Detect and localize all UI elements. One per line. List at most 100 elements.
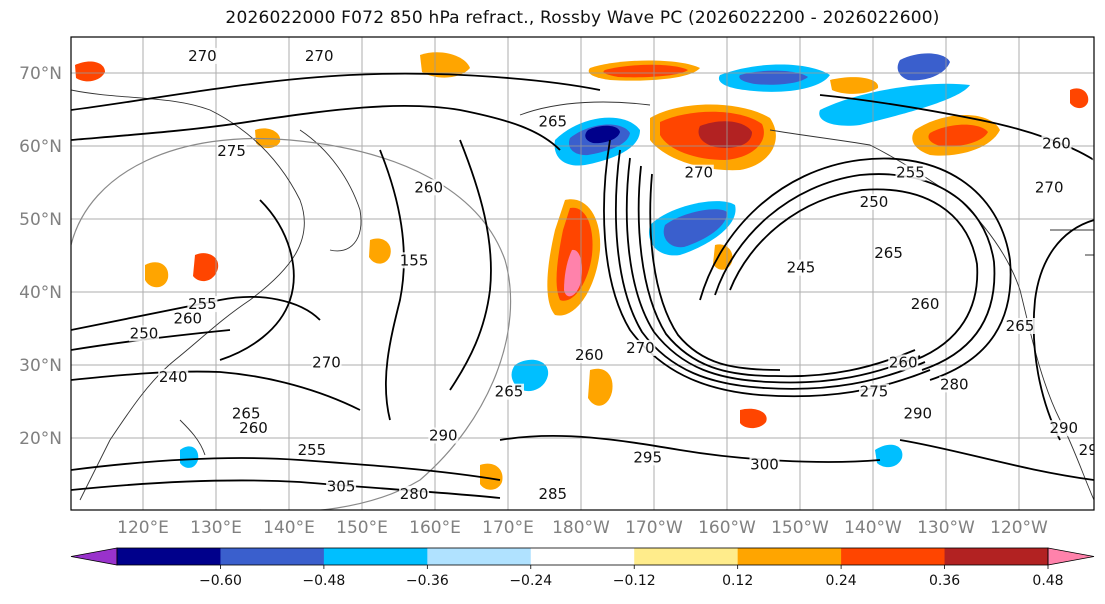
lon-label-140e: 140°E: [263, 518, 315, 538]
contour-label: 290: [429, 427, 458, 445]
longitude-labels: 120°E 130°E 140°E 150°E 160°E 170°E 180°…: [117, 518, 1048, 538]
contour-label-bg: [296, 442, 327, 459]
contour-label: 260: [414, 178, 443, 196]
contour-label: 245: [787, 259, 816, 277]
colorbar-tick-label: −0.36: [406, 573, 449, 589]
positive-anomaly-patch: [830, 77, 879, 94]
positive-anomaly-patch: [564, 249, 583, 297]
negative-anomaly-patch: [180, 446, 199, 468]
lon-label-150e: 150°E: [336, 518, 388, 538]
lat-label-70n: 70°N: [19, 64, 62, 84]
contour-label: 280: [940, 375, 969, 393]
contour-label: 255: [896, 164, 925, 182]
contour-label-bg: [413, 179, 444, 196]
contour-label: 300: [750, 456, 779, 474]
contour-label-bg: [1092, 150, 1094, 167]
contour-label-bg: [574, 347, 605, 364]
lat-label-30n: 30°N: [19, 356, 62, 376]
contour-label-bg: [172, 310, 203, 327]
negative-anomaly-patch: [897, 53, 950, 81]
lon-label-170e: 170°E: [482, 518, 534, 538]
lon-label-130e: 130°E: [190, 518, 242, 538]
lon-label-160e: 160°E: [409, 518, 461, 538]
contour-label: 290: [1079, 441, 1105, 459]
contour-label-bg: [238, 420, 269, 437]
positive-anomaly-patch: [928, 124, 988, 147]
colorbar-segment: [841, 548, 946, 565]
contour-label: 250: [860, 193, 889, 211]
lat-label-50n: 50°N: [19, 210, 62, 230]
positive-anomaly-patch: [369, 238, 391, 264]
contour-label-bg: [1034, 179, 1065, 196]
contour-label: 265: [495, 383, 524, 401]
negative-anomaly-patch: [511, 359, 549, 392]
positive-anomaly-patch: [713, 244, 733, 270]
lon-label-120w: 120°W: [990, 518, 1048, 538]
contour-label-bg: [399, 252, 430, 269]
colorbar-tick-label: 0.24: [826, 573, 857, 589]
contour-label: 155: [400, 251, 429, 269]
contour-label-bg: [399, 485, 430, 502]
positive-anomaly-patch: [75, 61, 105, 82]
contour-label-bg: [786, 259, 816, 276]
lon-label-170w: 170°W: [625, 518, 683, 538]
positive-anomaly-patch: [193, 253, 219, 282]
colorbar-segment: [944, 548, 1049, 565]
contour-label: 265: [874, 244, 903, 262]
contour-label: 270: [312, 354, 341, 372]
colorbar-segment: [427, 548, 532, 565]
contour-label: 260: [173, 310, 202, 328]
colorbar-tick-label: −0.12: [613, 573, 656, 589]
colorbar-segment: [530, 548, 635, 565]
contour-label: 260: [1042, 135, 1071, 153]
map-frame: [70, 36, 1095, 511]
contour-label: 255: [298, 441, 327, 459]
contour-label: 265: [1093, 149, 1105, 167]
contour-label-bg: [939, 376, 970, 393]
contour-label: 275: [860, 383, 889, 401]
contour-label-bg: [1048, 420, 1079, 437]
lon-label-140w: 140°W: [844, 518, 902, 538]
contour-label-bg: [326, 478, 357, 495]
contour-label-bg: [859, 193, 889, 210]
colorbar-tick-label: −0.48: [302, 573, 345, 589]
contour-label: 255: [188, 295, 217, 313]
contour-label-bg: [1078, 442, 1094, 459]
colorbar-border: [116, 547, 1049, 566]
contour-label-bg: [311, 354, 342, 371]
contour-label-bg: [537, 485, 568, 502]
contour-label: 265: [232, 405, 261, 423]
contour-label-bg: [158, 369, 189, 386]
lat-label-40n: 40°N: [19, 283, 62, 303]
negative-anomaly-patch: [875, 444, 903, 468]
contour-label: 270: [188, 47, 217, 65]
contour-label-bg: [902, 405, 933, 422]
isolines: [71, 72, 1094, 499]
contour-label: 280: [400, 485, 429, 503]
contour-label: 240: [159, 368, 188, 386]
colorbar-tick-label: 0.36: [929, 573, 960, 589]
colorbar-tick-label: −0.60: [199, 573, 242, 589]
colorbar: [70, 547, 1095, 566]
contour-label: 260: [575, 346, 604, 364]
positive-anomaly-patch: [420, 52, 470, 78]
contour-label-bg: [231, 405, 262, 422]
positive-anomaly-patch: [145, 262, 169, 288]
positive-anomaly-patch: [603, 64, 688, 78]
colorbar-segment: [323, 548, 428, 565]
lon-label-150w: 150°W: [771, 518, 829, 538]
contour-label-bg: [537, 113, 568, 130]
colorbar-extend-high: [1047, 547, 1095, 566]
contour-label: 265: [538, 113, 567, 131]
contour-label: 290: [903, 405, 932, 423]
contour-label-bg: [625, 339, 656, 356]
positive-anomaly-patch: [1070, 88, 1089, 109]
positive-anomaly-patch: [480, 463, 503, 490]
contour-label: 260: [911, 295, 940, 313]
contour-label: 260: [239, 419, 268, 437]
contour-label: 270: [626, 339, 655, 357]
contour-label-bg: [632, 449, 663, 466]
contour-label-bg: [216, 142, 247, 159]
lon-label-180w: 180°W: [552, 518, 610, 538]
